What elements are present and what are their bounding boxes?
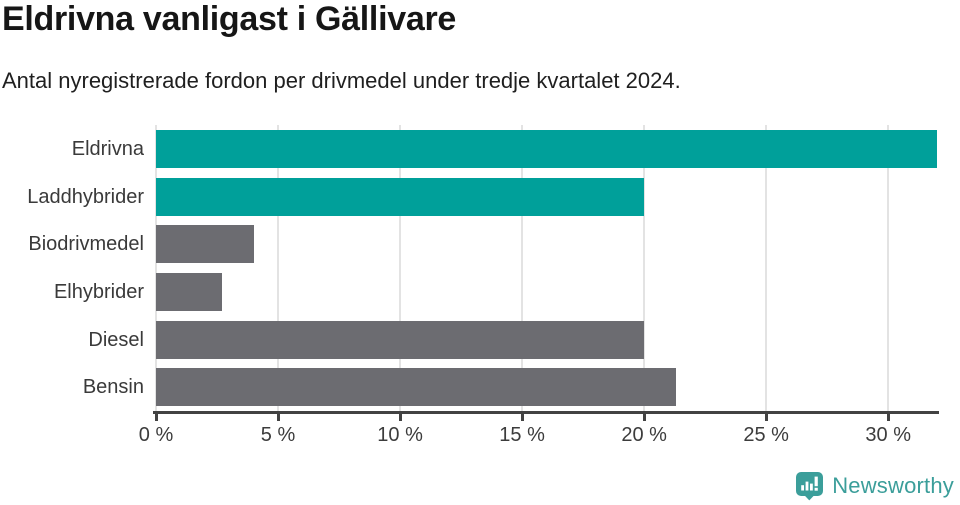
x-tick-label-5: 5 % <box>260 424 296 446</box>
brand-name: Newsworthy <box>832 473 954 498</box>
x-tick-label-0: 0 % <box>138 424 174 446</box>
x-tick-label-10: 10 % <box>377 424 423 446</box>
gridline-30-percent <box>887 125 890 411</box>
x-tick-0 <box>154 412 158 421</box>
brand-logo: Newsworthy <box>795 471 954 501</box>
gridline-20-percent <box>643 125 646 411</box>
gridline-5-percent <box>277 125 280 411</box>
x-tick-25 <box>764 412 768 421</box>
x-tick-label-20: 20 % <box>621 424 667 446</box>
bar-biodrivmedel <box>156 225 254 264</box>
gridline-10-percent <box>399 125 402 411</box>
category-label-biodrivmedel: Biodrivmedel <box>28 233 144 256</box>
bar-diesel <box>156 320 645 359</box>
x-tick-5 <box>276 412 280 421</box>
x-tick-15 <box>520 412 524 421</box>
category-label-laddhybrider: Laddhybrider <box>27 185 144 208</box>
bar-eldrivna <box>156 129 937 168</box>
x-tick-20 <box>642 412 646 421</box>
category-label-diesel: Diesel <box>88 328 144 351</box>
category-label-elhybrider: Elhybrider <box>53 280 144 303</box>
x-tick-label-15: 15 % <box>499 424 545 446</box>
bar-elhybrider <box>156 272 222 311</box>
bar-laddhybrider <box>156 177 645 216</box>
x-tick-label-25: 25 % <box>743 424 789 446</box>
x-tick-10 <box>398 412 402 421</box>
x-axis-line <box>153 411 939 414</box>
page-title: Eldrivna vanligast i Gällivare <box>2 0 456 38</box>
category-label-bensin: Bensin <box>82 376 144 399</box>
x-tick-30 <box>886 412 890 421</box>
x-tick-label-30: 30 % <box>865 424 911 446</box>
gridline-15-percent <box>521 125 524 411</box>
plot-area <box>155 125 937 411</box>
category-label-eldrivna: Eldrivna <box>71 137 144 160</box>
gridline-25-percent <box>765 125 768 411</box>
bar-bensin <box>156 368 676 407</box>
page-subtitle: Antal nyregistrerade fordon per drivmede… <box>2 68 681 93</box>
newsworthy-speech-bubble-barchart-icon <box>796 472 824 501</box>
gridline-0-percent <box>155 125 157 411</box>
